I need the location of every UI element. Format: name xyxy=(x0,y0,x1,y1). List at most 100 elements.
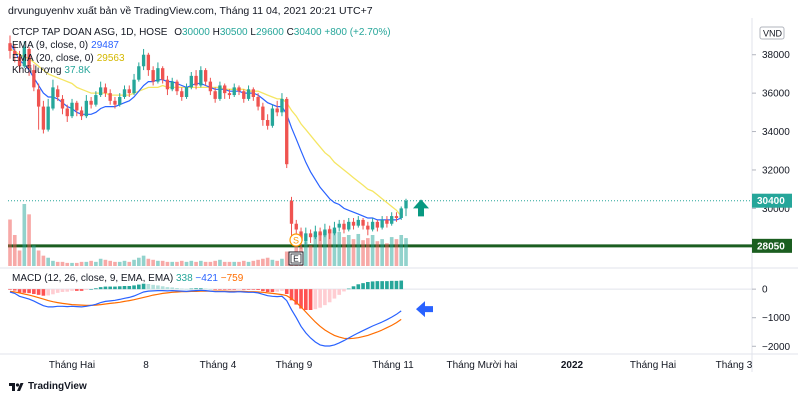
macd-histogram-bar xyxy=(251,289,256,290)
macd-legend[interactable]: MACD (12, 26, close, 9, EMA, EMA) 338 −4… xyxy=(12,273,243,284)
volume-bar xyxy=(175,261,179,266)
price-tick-label: 34000 xyxy=(762,127,790,138)
volume-bar xyxy=(275,260,279,266)
candle xyxy=(175,79,179,96)
ema9-legend[interactable]: EMA (9, close, 0) 29487 xyxy=(12,40,119,51)
macd-histogram-bar xyxy=(12,289,17,291)
volume-bar xyxy=(179,260,184,266)
candle-body xyxy=(394,216,399,218)
candle-body xyxy=(89,100,93,105)
macd-histogram-bar xyxy=(137,284,141,290)
candle xyxy=(146,52,151,76)
ohlc-close: 30400 xyxy=(293,27,322,38)
macd-histogram-bar xyxy=(213,289,217,290)
candle xyxy=(227,89,232,99)
candle xyxy=(13,45,17,63)
volume-bar xyxy=(399,235,404,266)
candle xyxy=(189,72,193,90)
candle xyxy=(98,81,103,97)
volume-bar xyxy=(332,229,337,266)
symbol-name: CTCP TAP DOAN ASG, 1D, HOSE xyxy=(12,27,168,38)
ohlc-l-label: L xyxy=(250,27,256,38)
candle-body xyxy=(184,87,189,97)
candle xyxy=(261,102,265,126)
volume-bar xyxy=(256,259,260,266)
volume-bar xyxy=(55,261,60,266)
candle xyxy=(361,217,365,230)
volume-bar xyxy=(361,240,365,266)
candle-body xyxy=(351,221,356,226)
symbol-legend: CTCP TAP DOAN ASG, 1D, HOSE O30000 H3050… xyxy=(12,27,391,38)
candle-body xyxy=(332,227,337,234)
volume-bar xyxy=(370,235,375,266)
candle xyxy=(103,83,108,97)
macd-histogram-bar xyxy=(79,289,84,291)
volume-legend[interactable]: Khối lượng 37.8K xyxy=(12,65,91,76)
footer-brand[interactable]: TradingView xyxy=(8,381,87,392)
macd-histogram-bar xyxy=(22,289,27,293)
time-axis-label: Tháng 3 xyxy=(716,360,753,371)
candle xyxy=(203,68,208,86)
candle-body xyxy=(356,219,360,226)
candle-body xyxy=(256,96,260,107)
macd-histogram-bar xyxy=(289,289,294,301)
candle-body xyxy=(218,85,222,99)
candle-body xyxy=(46,106,50,130)
candle-body xyxy=(194,75,198,86)
macd-histogram-bar xyxy=(394,280,399,290)
candle xyxy=(170,77,174,92)
candle-body xyxy=(304,233,308,242)
volume-bar xyxy=(213,260,217,266)
candle-body xyxy=(199,70,203,86)
candle xyxy=(342,219,346,234)
volume-bar xyxy=(12,235,17,266)
volume-bar xyxy=(137,257,141,266)
candle-body xyxy=(370,221,375,230)
volume-bar xyxy=(79,261,84,266)
macd-histogram-bar xyxy=(222,289,227,290)
candles xyxy=(8,35,408,249)
macd-histogram-bar xyxy=(294,289,299,305)
macd-histogram-bar xyxy=(270,289,275,292)
volume-bar xyxy=(51,260,55,266)
dividend-marker-label: S xyxy=(293,235,299,245)
candle-body xyxy=(8,43,12,51)
volume-bar xyxy=(89,260,93,266)
candle-body xyxy=(84,100,89,117)
macd-histogram-bar xyxy=(299,289,303,309)
candle xyxy=(151,66,155,86)
volume-bar xyxy=(394,239,399,266)
macd-value-2: −421 xyxy=(195,273,218,284)
candle xyxy=(323,223,327,238)
candle-body xyxy=(294,223,298,230)
candle-body xyxy=(36,89,41,107)
candle-body xyxy=(237,87,241,92)
ema20-legend[interactable]: EMA (20, close, 0) 29563 xyxy=(12,53,125,64)
macd-histogram-bar xyxy=(146,284,151,290)
macd-histogram-bar xyxy=(103,286,108,290)
tradingview-logo-icon xyxy=(9,382,24,391)
ema9-line xyxy=(9,42,402,221)
candle-body xyxy=(141,54,146,67)
macd-histogram-bar xyxy=(84,289,89,290)
candle-body xyxy=(275,108,279,113)
macd-histogram-bar xyxy=(399,280,404,290)
macd-histogram-bar xyxy=(17,289,22,293)
candle-body xyxy=(289,200,294,224)
volume-bar xyxy=(380,239,384,266)
macd-histogram-bar xyxy=(55,289,60,293)
volume-bar xyxy=(366,238,370,266)
volume-bar xyxy=(165,261,170,266)
macd-histogram-bar xyxy=(356,284,361,290)
candle-body xyxy=(318,231,322,236)
volume-bar xyxy=(280,258,284,266)
price-tick-label: 32000 xyxy=(762,165,790,176)
volume-bar xyxy=(208,261,213,266)
candle-body xyxy=(208,81,213,92)
candle-body xyxy=(232,87,236,96)
macd-histogram-bar xyxy=(184,288,189,290)
candle-body xyxy=(113,100,117,105)
candle xyxy=(46,98,50,132)
macd-histogram-bar xyxy=(89,289,93,290)
